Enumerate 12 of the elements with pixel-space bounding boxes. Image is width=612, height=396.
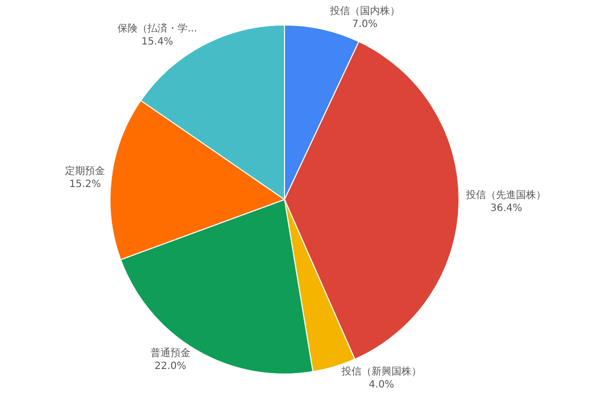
- slice-label: 定期預金: [65, 164, 106, 177]
- data-label: 15.4%: [141, 36, 174, 48]
- slice-label: 投信（新興国株）: [340, 366, 422, 378]
- data-label: 36.4%: [490, 203, 522, 214]
- data-label: 7.0%: [352, 18, 378, 30]
- slice-label: 普通預金: [150, 347, 190, 360]
- data-label: 15.2%: [69, 178, 102, 190]
- slice-label: 投信（国内株）: [328, 4, 400, 17]
- data-label: 4.0%: [368, 380, 394, 391]
- data-label: 22.0%: [154, 361, 186, 372]
- slice-label: 投信（先進国株）: [465, 189, 546, 202]
- slice-label: 保険（払済・学...: [118, 22, 198, 35]
